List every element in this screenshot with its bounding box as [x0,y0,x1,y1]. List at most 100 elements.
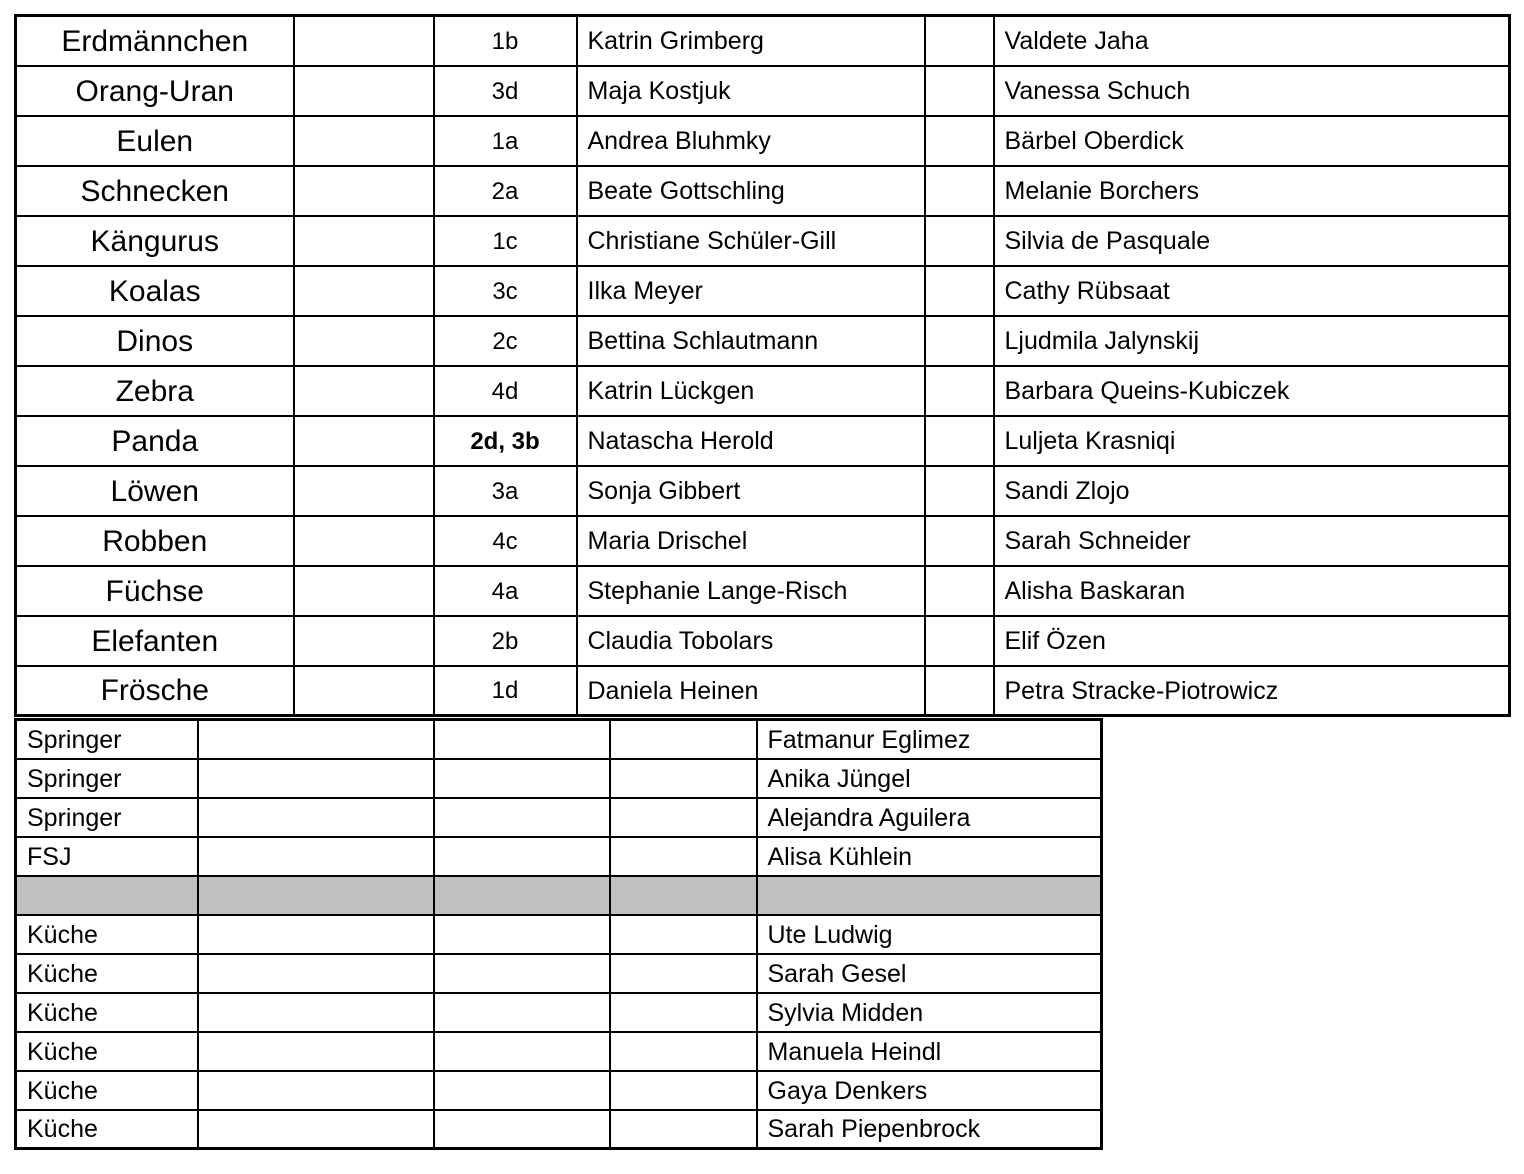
empty-cell [432,1069,611,1111]
staff-name-cell: Anika Jüngel [755,757,1103,799]
empty-cell [292,664,435,717]
empty-cell [196,718,435,760]
group-cell: Zebra [14,364,295,417]
empty-cell [923,14,995,67]
second-name-cell: Cathy Rübsaat [992,264,1511,317]
empty-cell [432,913,611,955]
empty-cell [608,718,758,760]
group-cell: Frösche [14,664,295,717]
table-row: Küche Sylvia Midden [14,991,1103,1033]
teacher-name-cell: Natascha Herold [575,414,926,467]
second-name-cell: Luljeta Krasniqi [992,414,1511,467]
group-cell: Elefanten [14,614,295,667]
staff-name-cell: Manuela Heindl [755,1030,1103,1072]
empty-cell [292,64,435,117]
group-cell: Panda [14,414,295,467]
empty-cell [432,718,611,760]
empty-cell [432,1108,611,1150]
class-code-cell: 3a [432,464,578,517]
staff-name-cell: Fatmanur Eglimez [755,718,1103,760]
second-name-cell: Sarah Schneider [992,514,1511,567]
role-cell: Küche [14,1108,199,1150]
class-code-cell: 1c [432,214,578,267]
table-row: Koalas 3c Ilka Meyer Cathy Rübsaat [14,264,1511,317]
teacher-name-cell: Bettina Schlautmann [575,314,926,367]
shaded-divider-row [14,874,1103,916]
staff-name-cell: Sarah Gesel [755,952,1103,994]
role-cell: Küche [14,991,199,1033]
empty-cell [292,564,435,617]
table-row: Erdmännchen 1b Katrin Grimberg Valdete J… [14,14,1511,67]
empty-cell [608,913,758,955]
empty-cell [608,1030,758,1072]
class-code-cell: 1b [432,14,578,67]
role-cell: Küche [14,1030,199,1072]
empty-cell [923,664,995,717]
class-code-cell: 3c [432,264,578,317]
empty-cell [196,757,435,799]
empty-cell [923,364,995,417]
table-row: FSJ Alisa Kühlein [14,835,1103,877]
teacher-name-cell: Katrin Grimberg [575,14,926,67]
class-code-cell: 3d [432,64,578,117]
table-row: Küche Sarah Piepenbrock [14,1108,1103,1150]
empty-cell [292,114,435,167]
empty-cell [608,1108,758,1150]
class-code-cell: 2d, 3b [432,414,578,467]
empty-cell [196,952,435,994]
role-cell: Küche [14,913,199,955]
role-cell: Küche [14,1069,199,1111]
empty-cell [292,364,435,417]
staff-name-cell: Ute Ludwig [755,913,1103,955]
second-name-cell: Silvia de Pasquale [992,214,1511,267]
table-row: Küche Sarah Gesel [14,952,1103,994]
teacher-name-cell: Beate Gottschling [575,164,926,217]
table-row: Zebra 4d Katrin Lückgen Barbara Queins-K… [14,364,1511,417]
teacher-name-cell: Stephanie Lange-Risch [575,564,926,617]
empty-cell [608,1069,758,1111]
teacher-name-cell: Christiane Schüler-Gill [575,214,926,267]
teacher-name-cell: Ilka Meyer [575,264,926,317]
empty-cell [292,614,435,667]
empty-cell [923,164,995,217]
teacher-name-cell: Maria Drischel [575,514,926,567]
table-row: Springer Fatmanur Eglimez [14,718,1103,760]
empty-cell [432,991,611,1033]
empty-cell [292,14,435,67]
group-cell: Erdmännchen [14,14,295,67]
second-name-cell: Barbara Queins-Kubiczek [992,364,1511,417]
empty-cell [292,414,435,467]
empty-cell [923,614,995,667]
class-code-cell: 1a [432,114,578,167]
table-row: Dinos 2c Bettina Schlautmann Ljudmila Ja… [14,314,1511,367]
empty-cell [923,264,995,317]
table-row: Schnecken 2a Beate Gottschling Melanie B… [14,164,1511,217]
role-cell: FSJ [14,835,199,877]
empty-cell [196,835,435,877]
empty-cell [292,514,435,567]
second-name-cell: Elif Özen [992,614,1511,667]
group-cell: Dinos [14,314,295,367]
second-name-cell: Vanessa Schuch [992,64,1511,117]
role-cell [14,874,199,916]
second-name-cell: Valdete Jaha [992,14,1511,67]
role-cell: Springer [14,757,199,799]
second-name-cell: Bärbel Oberdick [992,114,1511,167]
empty-cell [432,835,611,877]
table-row: Küche Manuela Heindl [14,1030,1103,1072]
role-cell: Springer [14,718,199,760]
teacher-name-cell: Andrea Bluhmky [575,114,926,167]
empty-cell [196,796,435,838]
empty-cell [608,757,758,799]
empty-cell [292,214,435,267]
empty-cell [923,114,995,167]
second-name-cell: Alisha Baskaran [992,564,1511,617]
empty-cell [196,1030,435,1072]
empty-cell [608,796,758,838]
group-cell: Löwen [14,464,295,517]
teacher-name-cell: Sonja Gibbert [575,464,926,517]
second-name-cell: Sandi Zlojo [992,464,1511,517]
empty-cell [196,874,435,916]
empty-cell [923,214,995,267]
